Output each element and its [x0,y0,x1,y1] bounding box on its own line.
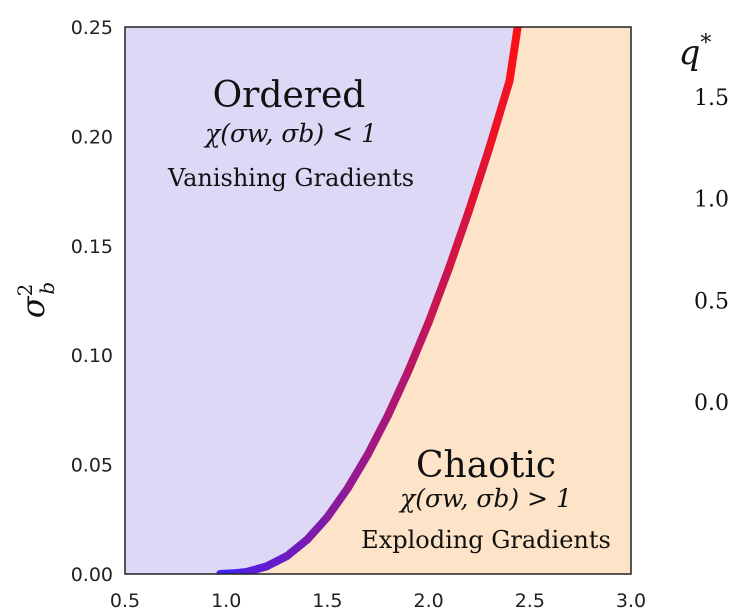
boundary-segment [505,27,522,85]
x-axis-ticks: 0.5 1.0 1.5 2.0 2.5 3.0 [110,590,646,612]
y-axis-label: σ2b [13,282,59,318]
chaotic-subtitle: Exploding Gradients [361,526,611,554]
y-axis-ticks: 0.00 0.05 0.10 0.15 0.20 0.25 [71,17,113,586]
x-tick-label: 0.5 [110,590,140,612]
ordered-title: Ordered [213,75,366,116]
boundary-segment [424,264,453,327]
plot-area [124,26,632,575]
ordered-annotation: Ordered χ(σw, σb) < 1 Vanishing Gradient… [167,75,414,192]
ordered-subtitle: Vanishing Gradients [167,164,414,192]
colorbar-tick-label: 0.5 [694,289,729,314]
colorbar-tick-label: 0.0 [694,391,729,416]
chaotic-title: Chaotic [416,445,556,486]
boundary-segment [363,411,393,459]
x-tick-label: 2.5 [515,590,545,612]
colorbar-ticks: 0.0 0.5 1.0 1.5 [694,86,729,416]
x-tick-label: 1.0 [211,590,241,612]
boundary-segment [303,513,332,544]
boundary-segment [323,484,352,522]
boundary-segment [465,143,494,215]
boundary-segment [485,76,514,152]
y-tick-label: 0.25 [71,17,113,39]
chaotic-region [220,27,631,574]
y-tick-label: 0.15 [71,236,113,258]
boundary-segment [444,206,474,273]
x-tick-label: 1.5 [312,590,342,612]
ordered-condition: χ(σw, σb) < 1 [203,119,377,148]
boundary-segment [404,318,433,375]
boundary-segment [343,450,372,493]
colorbar-tick-label: 1.5 [694,86,729,111]
chaotic-condition: χ(σw, σb) > 1 [398,484,572,513]
x-tick-label: 3.0 [616,590,646,612]
boundary-segment [384,366,413,420]
chaotic-annotation: Chaotic χ(σw, σb) > 1 Exploding Gradient… [361,445,611,554]
boundary-segment [282,535,312,561]
colorbar: q* 0.0 0.5 1.0 1.5 [671,31,729,416]
y-tick-label: 0.05 [71,455,113,477]
colorbar-title: q* [679,31,712,73]
colorbar-tick-label: 1.0 [694,188,729,213]
plot-frame [124,26,632,575]
y-tick-label: 0.00 [71,564,113,586]
boundary-line [216,27,522,574]
x-tick-label: 2.0 [413,590,443,612]
y-tick-label: 0.10 [71,345,113,367]
y-tick-label: 0.20 [71,126,113,148]
